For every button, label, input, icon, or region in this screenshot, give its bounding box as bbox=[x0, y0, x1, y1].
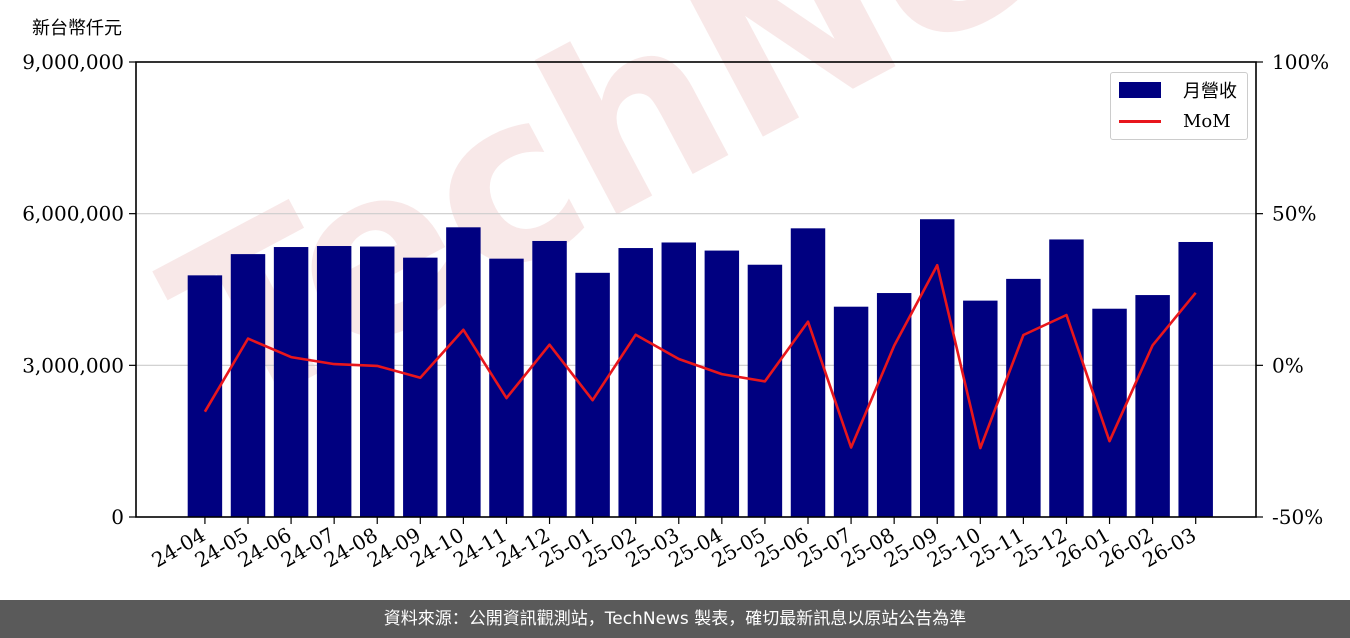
right-axis-tick-label: 0% bbox=[1272, 353, 1304, 377]
right-axis-tick-label: 50% bbox=[1272, 202, 1316, 226]
revenue-bar bbox=[230, 254, 266, 517]
left-axis-tick-label: 6,000,000 bbox=[22, 202, 124, 226]
legend-bar-swatch bbox=[1119, 82, 1161, 98]
revenue-bar bbox=[273, 247, 309, 518]
revenue-bar bbox=[1049, 239, 1084, 517]
revenue-bar bbox=[618, 248, 653, 518]
revenue-bar bbox=[661, 242, 696, 517]
revenue-bar bbox=[1135, 295, 1170, 517]
monthly-revenue-chart: 0 3,000,000 6,000,000 9,000,000 -50% 0% 50% 100… bbox=[22, 50, 1329, 572]
legend-line-swatch bbox=[1119, 119, 1161, 123]
source-footer: 資料來源：公開資訊觀測站，TechNews 製表，確切最新訊息以原站公告為準 bbox=[0, 600, 1350, 638]
legend: 月營收 MoM bbox=[1110, 72, 1248, 140]
left-axis-tick-label: 3,000,000 bbox=[22, 353, 124, 377]
revenue-bar bbox=[575, 272, 610, 517]
right-axis-tick-label: -50% bbox=[1272, 505, 1323, 529]
revenue-bar bbox=[1178, 241, 1213, 517]
revenue-bar bbox=[360, 246, 395, 517]
legend-item-mom: MoM bbox=[1119, 109, 1231, 133]
revenue-bar bbox=[489, 258, 524, 517]
legend-label-revenue: 月營收 bbox=[1183, 81, 1237, 102]
legend-label-mom: MoM bbox=[1183, 110, 1231, 132]
revenue-bar bbox=[747, 264, 783, 517]
y-axis-unit-label: 新台幣仟元 bbox=[32, 18, 122, 39]
left-axis-tick-label: 9,000,000 bbox=[22, 50, 124, 74]
revenue-bar bbox=[963, 300, 998, 517]
revenue-bar bbox=[920, 219, 955, 517]
revenue-bar bbox=[704, 250, 740, 518]
revenue-bar bbox=[790, 228, 826, 518]
right-axis-tick-label: 100% bbox=[1272, 50, 1329, 74]
revenue-bar bbox=[876, 293, 912, 517]
revenue-bar bbox=[403, 257, 438, 517]
revenue-bar bbox=[316, 246, 352, 517]
revenue-bar bbox=[532, 240, 567, 517]
left-axis-tick-label: 0 bbox=[111, 505, 124, 529]
plot-frame bbox=[135, 61, 1257, 518]
revenue-bar bbox=[187, 275, 223, 517]
legend-item-revenue: 月營收 bbox=[1119, 78, 1237, 102]
mom-line bbox=[203, 263, 1197, 450]
revenue-bar bbox=[446, 227, 481, 518]
revenue-bar bbox=[1006, 278, 1041, 517]
